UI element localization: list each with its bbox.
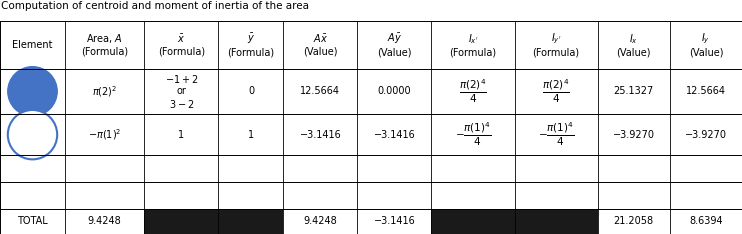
Text: 9.4248: 9.4248	[303, 216, 338, 227]
Text: 25.1327: 25.1327	[614, 86, 654, 96]
Text: $I_y$
(Value): $I_y$ (Value)	[689, 32, 723, 58]
Text: $A\bar{y}$
(Value): $A\bar{y}$ (Value)	[377, 32, 412, 57]
Text: $-\pi(1)^2$: $-\pi(1)^2$	[88, 127, 122, 142]
Text: Area, $A$
(Formula): Area, $A$ (Formula)	[81, 32, 128, 57]
Text: $\dfrac{\pi(2)^4}{4}$: $\dfrac{\pi(2)^4}{4}$	[542, 78, 570, 105]
Text: 12.5664: 12.5664	[301, 86, 341, 96]
Bar	[514, 209, 597, 234]
Ellipse shape	[8, 67, 57, 116]
Text: −3.9270: −3.9270	[613, 130, 654, 140]
Bar	[218, 209, 283, 234]
Text: $I_x$
(Value): $I_x$ (Value)	[617, 32, 651, 57]
Text: 8.6394: 8.6394	[689, 216, 723, 227]
Text: Element: Element	[13, 40, 53, 50]
Text: 9.4248: 9.4248	[88, 216, 122, 227]
Ellipse shape	[8, 110, 57, 159]
Text: $-\dfrac{\pi(1)^4}{4}$: $-\dfrac{\pi(1)^4}{4}$	[538, 121, 574, 148]
Text: $-\dfrac{\pi(1)^4}{4}$: $-\dfrac{\pi(1)^4}{4}$	[455, 121, 491, 148]
Text: 12.5664: 12.5664	[686, 86, 726, 96]
Text: $-1+2$
or
$3-2$: $-1+2$ or $3-2$	[165, 73, 198, 110]
Text: TOTAL: TOTAL	[17, 216, 48, 227]
Text: −3.1416: −3.1416	[373, 130, 416, 140]
Text: $\pi(2)^2$: $\pi(2)^2$	[92, 84, 117, 99]
Text: 1: 1	[248, 130, 254, 140]
Text: 21.2058: 21.2058	[614, 216, 654, 227]
Text: $I_{x'}$
(Formula): $I_{x'}$ (Formula)	[450, 32, 496, 57]
Text: 0: 0	[248, 86, 254, 96]
Text: −3.1416: −3.1416	[300, 130, 341, 140]
Text: $\bar{x}$
(Formula): $\bar{x}$ (Formula)	[158, 33, 205, 56]
Text: $I_{y'}$
(Formula): $I_{y'}$ (Formula)	[533, 32, 580, 58]
Text: $\bar{y}$
(Formula): $\bar{y}$ (Formula)	[227, 32, 275, 57]
Text: $A\bar{x}$
(Value): $A\bar{x}$ (Value)	[303, 33, 338, 56]
Bar	[432, 209, 514, 234]
Bar	[145, 209, 218, 234]
Text: Computation of centroid and moment of inertia of the area: Computation of centroid and moment of in…	[1, 1, 309, 11]
Text: $\dfrac{\pi(2)^4}{4}$: $\dfrac{\pi(2)^4}{4}$	[459, 78, 487, 105]
Text: 0.0000: 0.0000	[378, 86, 411, 96]
Text: −3.9270: −3.9270	[685, 130, 727, 140]
Text: 1: 1	[178, 130, 185, 140]
Text: −3.1416: −3.1416	[373, 216, 416, 227]
